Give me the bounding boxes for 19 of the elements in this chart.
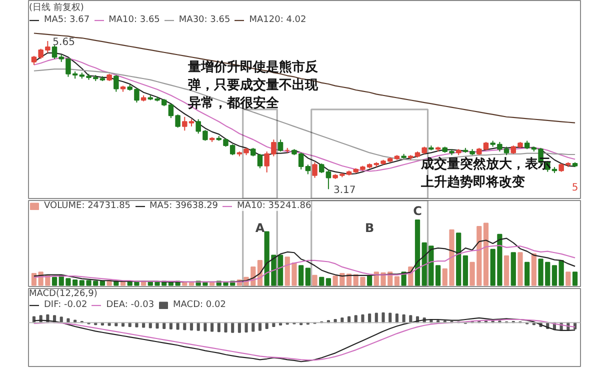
annotation: 成交量突然放大，表示上升趋势即将改变 (420, 156, 551, 190)
chart-title: MACD(12,26,9) (29, 289, 98, 299)
legend-label: MACD: 0.02 (173, 300, 226, 310)
legend-label: MA5: 3.67 (44, 15, 90, 25)
legend-label: MA120: 4.02 (249, 15, 306, 25)
legend-label: VOLUME: 24731.85 (44, 201, 131, 211)
legend-label: MA10: 35241.86 (237, 201, 312, 211)
chart-title: (日线 前复权) (29, 2, 85, 14)
annotation: B (364, 220, 374, 235)
legend-label: MA10: 3.65 (108, 15, 160, 25)
legend-label: DIF: -0.02 (44, 300, 88, 310)
legend-label: DEA: -0.03 (106, 300, 154, 310)
annotation: 5 (572, 182, 578, 194)
annotation: 3.17 (333, 185, 356, 196)
text: C (413, 204, 422, 218)
legend-label: MA5: 39638.29 (150, 201, 218, 211)
legend-label: MA30: 3.65 (178, 15, 230, 25)
annotation: A (255, 220, 266, 235)
annotation: 5.65 (52, 37, 75, 48)
